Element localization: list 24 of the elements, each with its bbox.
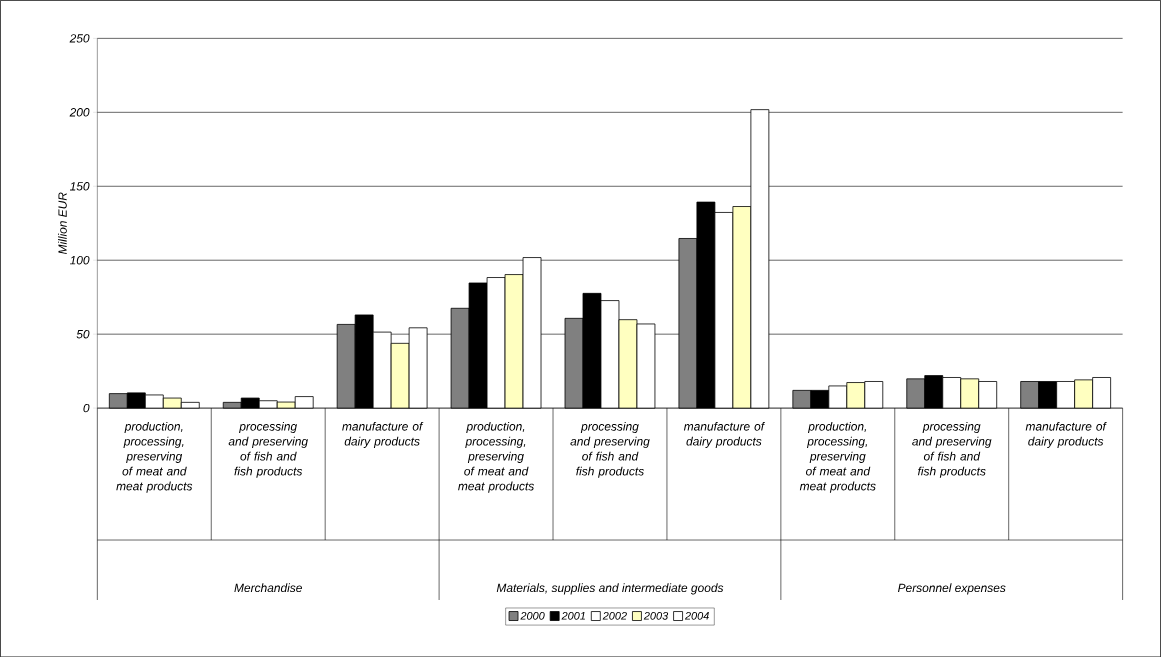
text: Merchandise <box>234 583 302 592</box>
legend-label: 2003 <box>643 611 669 620</box>
text: Personnel expenses <box>897 583 1006 595</box>
x-tick-label: production, processing, preserving of meat and meat products <box>458 421 534 493</box>
y-tick-label: 250 <box>69 33 90 43</box>
y-tick-label: 200 <box>69 107 90 117</box>
x-tick-label: manufacture of dairy products <box>342 421 424 448</box>
y-tick-label: 50 <box>76 329 90 339</box>
legend-label: 2004 <box>684 611 709 620</box>
x-tick-label: production, processing, preserving of meat and meat products <box>799 421 876 493</box>
x-tick-label: production, processing, preserving of meat and meat products <box>116 421 193 493</box>
y-tick-label: 100 <box>69 255 90 265</box>
y-tick-label: 150 <box>69 181 90 191</box>
y-axis-title: Million EUR <box>58 192 67 254</box>
x-tick-label: processing and preserving of fish and fish products <box>570 421 650 478</box>
y-tick-label: 0 <box>83 403 90 413</box>
legend-label: 2001 <box>561 611 585 620</box>
legend-label: 2000 <box>520 611 545 620</box>
x-tick-label: manufacture of dairy products <box>683 421 766 448</box>
x-tick-label: processing and preserving of fish and fish products <box>912 421 992 478</box>
legend-label: 2002 <box>602 611 627 620</box>
text: Materials, supplies and intermediate goods <box>496 583 724 595</box>
x-tick-label: manufacture of dairy products <box>1025 421 1107 448</box>
x-tick-label: processing and preserving of fish and fish products <box>228 421 308 478</box>
